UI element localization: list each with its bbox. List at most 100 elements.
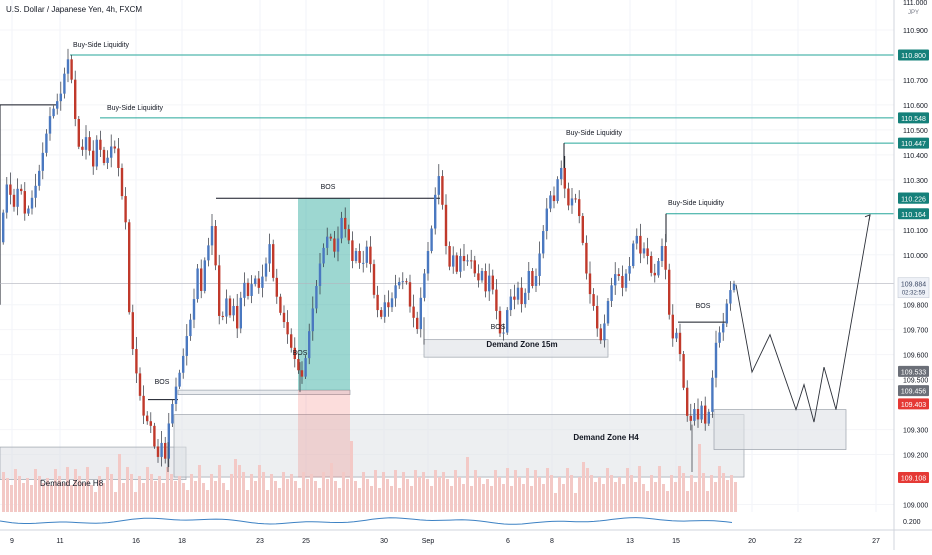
price-level-badge [898, 192, 929, 204]
demand-zone-15m [423, 339, 609, 358]
candle-up [711, 377, 714, 412]
volume-bar [82, 483, 85, 512]
candle-up [250, 284, 253, 296]
candle-up [34, 185, 37, 198]
volume-bar [354, 481, 357, 512]
candle-up [45, 133, 48, 153]
volume-bar [502, 484, 505, 512]
volume-bar [86, 467, 89, 512]
candle-down [678, 332, 682, 355]
candle-down [470, 260, 473, 262]
projection-path [735, 214, 871, 423]
candle-up [545, 208, 548, 232]
volume-bar [450, 486, 453, 512]
candle-up [196, 268, 199, 300]
demand-zone-label: Demand Zone 15m [486, 340, 557, 349]
candle-up [398, 281, 401, 286]
candle-up [459, 256, 462, 272]
bos-label: BOS [155, 379, 170, 386]
volume-bar [210, 474, 213, 512]
volume-bar [658, 466, 661, 512]
candle-down [416, 317, 419, 330]
volume-bar [430, 486, 433, 512]
volume-bar [102, 483, 105, 512]
volume-bar [162, 483, 165, 512]
candle-down [650, 256, 653, 273]
candle-up [52, 108, 55, 117]
volume-bar [570, 475, 573, 512]
candle-down [372, 264, 376, 295]
candle-up [394, 285, 397, 299]
candle-up [192, 299, 196, 320]
price-level-badge [898, 365, 929, 377]
candle-up [675, 332, 678, 339]
candle-up [725, 303, 728, 324]
candle-up [502, 332, 505, 334]
demand-zone-label: Demand Zone H4 [573, 433, 639, 442]
volume-bar [226, 490, 229, 512]
volume-bar [458, 477, 461, 512]
candle-up [340, 217, 343, 239]
candle-down [246, 282, 250, 296]
candle-down [484, 270, 487, 292]
volume-bar [486, 479, 489, 512]
volume-bar [650, 475, 653, 512]
candle-down [74, 79, 77, 120]
candle-down [671, 314, 674, 339]
volume-bar [202, 483, 205, 512]
volume-bar [694, 482, 697, 512]
volume-bar [294, 481, 297, 512]
currency-label: JPY [908, 10, 919, 16]
candle-down [146, 415, 149, 422]
y-tick-label: 110.000 [903, 253, 928, 260]
volume-bar [582, 462, 585, 512]
candle-down [380, 310, 383, 317]
candle-down [128, 222, 131, 313]
volume-bar [170, 474, 173, 512]
volume-bar [214, 481, 217, 512]
volume-bar [90, 485, 93, 512]
volume-bar [466, 457, 469, 512]
price-level-value: 109.533 [901, 369, 926, 376]
candle-up [624, 273, 628, 288]
candle-up [632, 243, 635, 266]
candle-down [646, 248, 649, 256]
bar-countdown: 02:32:59 [902, 291, 926, 297]
candle-down [639, 235, 642, 254]
volume-bar [590, 475, 593, 512]
volume-bar [138, 476, 141, 512]
candle-down [124, 196, 127, 223]
volume-bar [698, 444, 701, 512]
candle-up [232, 305, 235, 316]
candle-up [315, 285, 318, 309]
candle-up [570, 198, 574, 206]
candle-up [700, 405, 703, 420]
volume-bar [246, 490, 249, 512]
volume-bar [110, 474, 113, 512]
candle-down [513, 296, 516, 300]
candle-up [729, 290, 732, 304]
candle-up [506, 310, 509, 333]
candle-up [516, 287, 520, 300]
volume-bar [586, 468, 589, 512]
volume-bar [158, 476, 161, 512]
volume-bar [706, 491, 709, 512]
volume-bar [422, 472, 425, 512]
volume-bar [702, 473, 705, 512]
candle-down [682, 354, 685, 388]
candle-up [336, 238, 340, 252]
x-tick-label: 18 [178, 538, 186, 545]
volume-bar [670, 475, 673, 512]
price-level-badge [898, 112, 929, 124]
candle-up [509, 296, 512, 311]
volume-bar [606, 468, 609, 512]
volume-bar [218, 465, 221, 512]
volume-bar [2, 472, 5, 512]
volume-bar [398, 488, 401, 512]
volume-bar [242, 472, 245, 512]
candle-down [92, 150, 95, 167]
candle-up [722, 323, 725, 333]
volume-bar [550, 475, 553, 512]
candle-down [102, 149, 106, 163]
